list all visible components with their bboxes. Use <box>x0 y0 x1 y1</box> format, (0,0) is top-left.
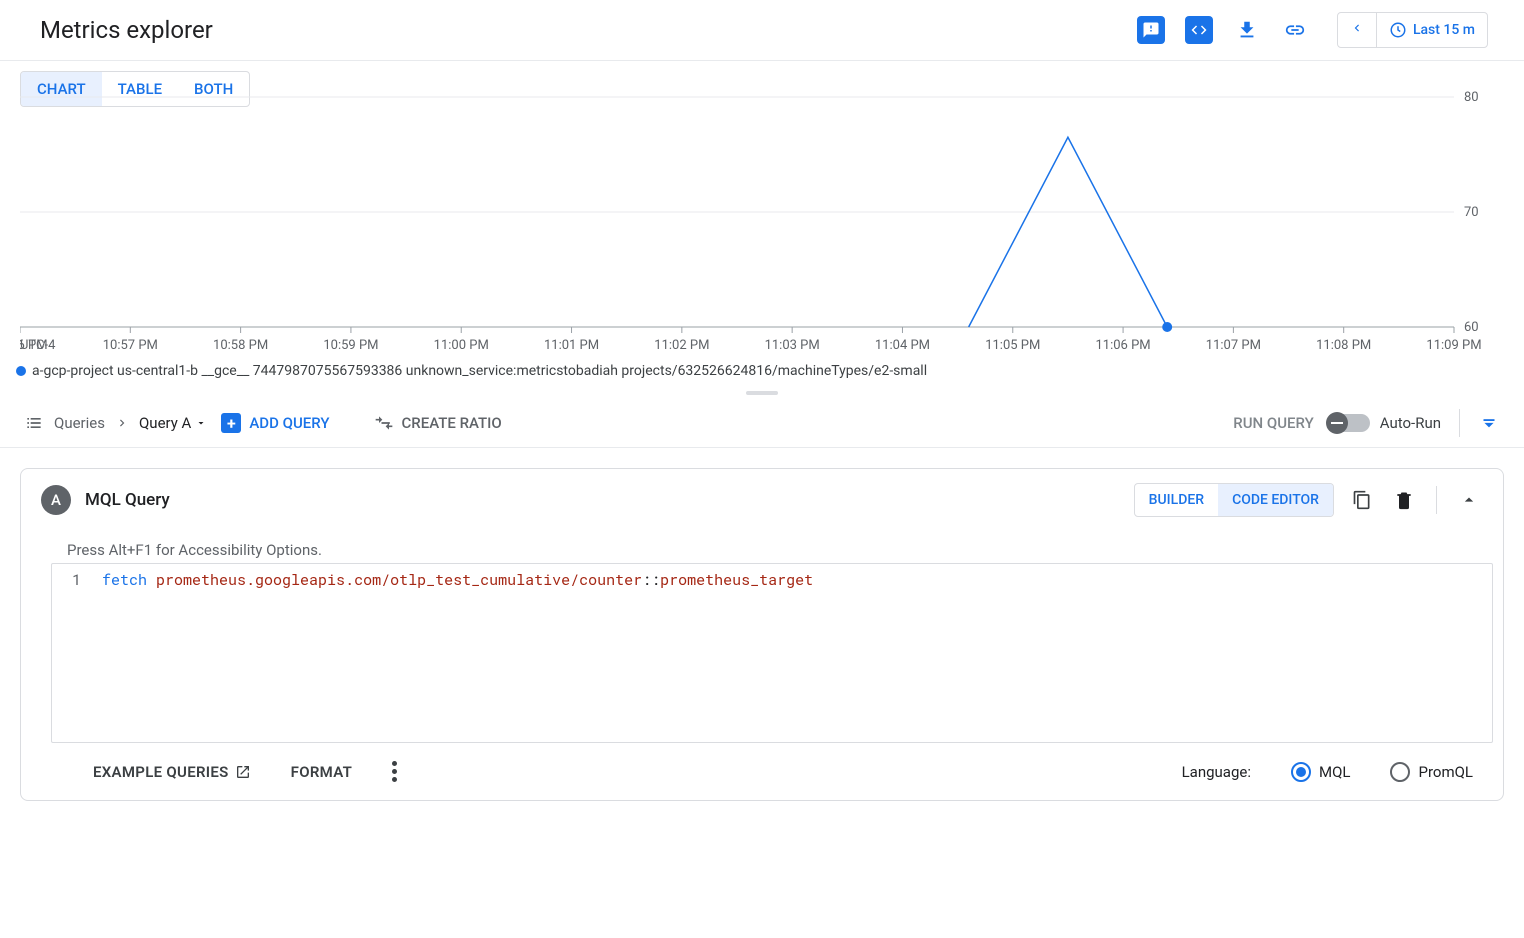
auto-run-toggle[interactable] <box>1328 414 1370 432</box>
line-number: 1 <box>52 564 92 596</box>
language-label: Language: <box>1182 763 1251 781</box>
svg-text:11:01 PM: 11:01 PM <box>544 338 599 353</box>
query-toolbar: Queries Query A + ADD QUERY CREATE RATIO… <box>0 399 1524 448</box>
radio-icon <box>1390 762 1410 782</box>
code-editor[interactable]: 1 fetch prometheus.googleapis.com/otlp_t… <box>51 563 1493 743</box>
radio-icon <box>1291 762 1311 782</box>
legend-dot-icon <box>16 366 26 376</box>
add-query-button[interactable]: + ADD QUERY <box>221 413 329 433</box>
example-queries-button[interactable]: EXAMPLE QUERIES <box>93 763 251 781</box>
svg-text:70: 70 <box>1464 205 1479 220</box>
more-menu-button[interactable] <box>392 761 397 782</box>
svg-text:11:07 PM: 11:07 PM <box>1206 338 1261 353</box>
svg-text:80: 80 <box>1464 90 1479 105</box>
svg-text:11:05 PM: 11:05 PM <box>985 338 1040 353</box>
a11y-hint: Press Alt+F1 for Accessibility Options. <box>21 531 1503 563</box>
delete-icon[interactable] <box>1390 486 1418 514</box>
merge-icon <box>374 413 394 433</box>
collapse-all-button[interactable] <box>1478 410 1500 436</box>
editor-mode-toggle: BUILDER CODE EDITOR <box>1134 483 1334 517</box>
svg-text:11:09 PM: 11:09 PM <box>1426 338 1481 353</box>
code-line: fetch prometheus.googleapis.com/otlp_tes… <box>92 564 823 596</box>
svg-text:11:08 PM: 11:08 PM <box>1316 338 1371 353</box>
queries-label[interactable]: Queries <box>54 414 105 432</box>
copy-icon[interactable] <box>1348 486 1376 514</box>
code-editor-tab[interactable]: CODE EDITOR <box>1218 484 1333 516</box>
chart-area: 60708010:56 PM10:57 PM10:58 PM10:59 PM11… <box>20 67 1504 357</box>
header-actions: Last 15 m <box>1137 12 1488 48</box>
chart-legend[interactable]: a-gcp-project us-central1-b __gce__ 7447… <box>0 357 1524 391</box>
run-query-button[interactable]: RUN QUERY <box>1233 414 1314 432</box>
queries-breadcrumb: Queries Query A <box>24 413 207 433</box>
collapse-card-button[interactable] <box>1455 486 1483 514</box>
svg-text:10:57 PM: 10:57 PM <box>103 338 158 353</box>
query-badge: A <box>41 485 71 515</box>
code-icon[interactable] <box>1185 16 1213 44</box>
metrics-line-chart: 60708010:56 PM10:57 PM10:58 PM10:59 PM11… <box>20 67 1504 357</box>
create-ratio-button[interactable]: CREATE RATIO <box>374 413 502 433</box>
drag-handle[interactable] <box>0 391 1524 399</box>
download-icon[interactable] <box>1233 16 1261 44</box>
query-card-header: A MQL Query BUILDER CODE EDITOR <box>21 469 1503 531</box>
time-range-prev[interactable] <box>1338 13 1377 47</box>
query-card: A MQL Query BUILDER CODE EDITOR Press Al… <box>20 468 1504 801</box>
radio-mql[interactable]: MQL <box>1291 762 1351 782</box>
caret-down-icon <box>195 417 207 429</box>
svg-text:11:03 PM: 11:03 PM <box>765 338 820 353</box>
time-range-button[interactable]: Last 15 m <box>1377 13 1487 47</box>
chevron-right-icon <box>115 416 129 430</box>
time-range-selector: Last 15 m <box>1337 12 1488 48</box>
query-selector[interactable]: Query A <box>139 414 207 432</box>
divider <box>1436 486 1437 514</box>
svg-text:11:04 PM: 11:04 PM <box>875 338 930 353</box>
svg-text:11:06 PM: 11:06 PM <box>1095 338 1150 353</box>
page-title: Metrics explorer <box>40 16 213 44</box>
svg-text:11:00 PM: 11:00 PM <box>434 338 489 353</box>
svg-text:10:59 PM: 10:59 PM <box>323 338 378 353</box>
feedback-icon[interactable] <box>1137 16 1165 44</box>
svg-text:UTC-4: UTC-4 <box>20 338 56 353</box>
query-card-title: MQL Query <box>85 490 170 510</box>
query-card-footer: EXAMPLE QUERIES FORMAT Language: MQL Pro… <box>21 743 1503 800</box>
radio-promql[interactable]: PromQL <box>1390 762 1473 782</box>
list-icon <box>24 413 44 433</box>
svg-text:60: 60 <box>1464 320 1479 335</box>
builder-tab[interactable]: BUILDER <box>1135 484 1218 516</box>
plus-icon: + <box>221 413 241 433</box>
time-range-label: Last 15 m <box>1413 22 1475 38</box>
link-icon[interactable] <box>1281 16 1309 44</box>
svg-text:10:58 PM: 10:58 PM <box>213 338 268 353</box>
open-in-new-icon <box>235 764 251 780</box>
svg-text:11:02 PM: 11:02 PM <box>654 338 709 353</box>
auto-run-toggle-wrap: Auto-Run <box>1328 414 1441 432</box>
legend-text: a-gcp-project us-central1-b __gce__ 7447… <box>32 363 927 379</box>
divider <box>1459 409 1460 437</box>
format-button[interactable]: FORMAT <box>291 763 353 781</box>
header: Metrics explorer Last 15 m <box>0 0 1524 61</box>
auto-run-label: Auto-Run <box>1380 414 1441 432</box>
